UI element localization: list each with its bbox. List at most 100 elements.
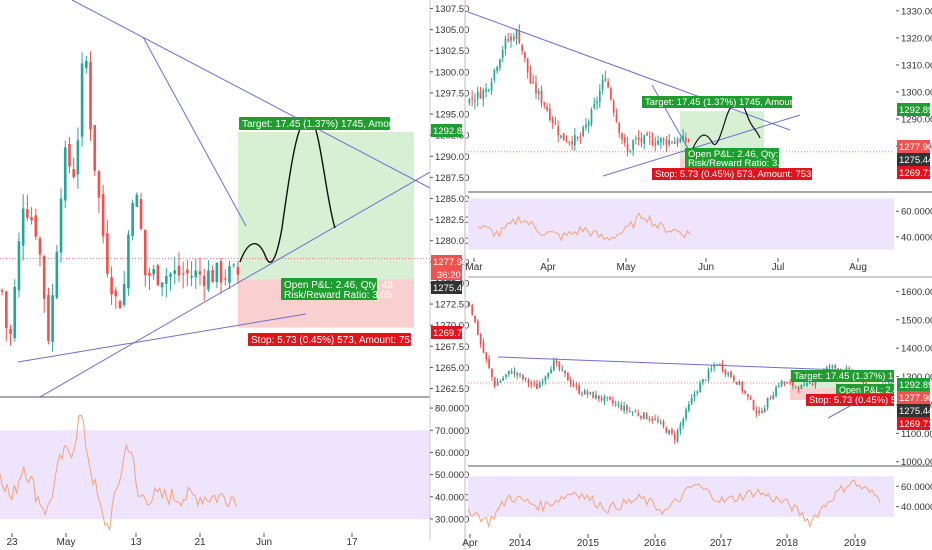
open-pnl-label-top-right: Open P&L: 2.46, Qty: 43 Risk/Reward Rati… <box>685 148 792 169</box>
candle-body <box>575 385 578 387</box>
candle-body <box>513 371 516 374</box>
candle-body <box>693 393 696 398</box>
candle-body <box>834 365 837 369</box>
candle-body <box>468 98 471 104</box>
candle-body <box>0 290 4 292</box>
tick-label: 80.0000 <box>435 404 469 415</box>
candle-body <box>637 413 640 416</box>
candle-body <box>524 51 526 59</box>
candle-body <box>713 365 716 368</box>
svg-text:Target: 17.45 (1.37%) 174: Target: 17.45 (1.37%) 174 <box>794 371 904 382</box>
candle-body <box>76 140 80 175</box>
tick-label: Jul <box>772 262 785 273</box>
candle-body <box>600 398 603 401</box>
candle-body <box>550 369 552 374</box>
candle-body <box>496 66 498 71</box>
candle-body <box>535 82 537 94</box>
candle-body <box>643 135 646 144</box>
candles-top-right <box>468 24 690 157</box>
candle-body <box>682 418 685 426</box>
target-label-bottom-right: Target: 17.45 (1.37%) 174 <box>791 370 904 382</box>
candle-body <box>131 203 134 236</box>
candle-body <box>501 49 504 59</box>
tick-label: 1280.00 <box>435 236 469 247</box>
candle-body <box>13 286 17 339</box>
candle-body <box>72 169 75 177</box>
candle-body <box>228 266 231 283</box>
time-axis-left: 23 May 13 21 Jun 17 <box>6 533 358 548</box>
rsi-axis-left: 80.0000 70.0000 60.0000 50.0000 40.0000 30.00… <box>430 404 469 525</box>
candle-body <box>718 363 721 365</box>
candle-body <box>198 271 202 275</box>
candle-body <box>143 229 147 276</box>
candle-body <box>476 91 479 100</box>
tick-label: 1290.00 <box>435 152 469 163</box>
candle-body <box>474 100 476 102</box>
candle-body <box>679 424 682 432</box>
tick-label: Apr <box>540 262 556 273</box>
candle-body <box>682 135 684 141</box>
stop-label-top-right: Stop: 5.73 (0.45%) 573, Amount: 753.61 <box>652 168 825 180</box>
tick-label: 40.0000 <box>435 492 469 503</box>
candle-body <box>232 264 235 266</box>
candle-body <box>190 276 193 278</box>
tick-label: 1600.00 <box>901 287 932 298</box>
candle-body <box>156 265 160 286</box>
candle-body <box>612 400 614 404</box>
svg-text:Open P&L: 2.46, Qty: 43: Open P&L: 2.46, Qty: 43 <box>284 280 393 291</box>
candle-body <box>732 376 735 381</box>
candle-body <box>831 365 834 368</box>
candle-body <box>724 369 727 374</box>
candle-body <box>668 430 671 435</box>
candle-body <box>485 352 488 360</box>
candle-body <box>38 238 42 255</box>
candle-body <box>97 171 101 198</box>
candle-body <box>676 139 679 144</box>
candles-left <box>0 51 240 352</box>
candle-body <box>585 124 587 128</box>
candle-body <box>654 143 657 145</box>
candle-body <box>772 395 775 400</box>
candle-body <box>792 381 794 387</box>
candle-body <box>194 270 198 278</box>
tick-label: Apr <box>462 538 478 549</box>
candle-body <box>606 396 609 398</box>
candle-body <box>507 370 510 375</box>
tick-label: 1400.00 <box>901 344 932 355</box>
tick-label: Mar <box>465 262 483 273</box>
candle-body <box>628 410 631 412</box>
tick-label: 1285.00 <box>435 194 469 205</box>
badge-entry-top-right: 1275.44 <box>897 153 932 166</box>
candle-body <box>114 290 118 297</box>
badge-target-bottom-right: 1292.89 <box>897 378 932 391</box>
candle-body <box>177 265 181 276</box>
candle-body <box>797 387 800 390</box>
tick-label: Aug <box>849 262 867 273</box>
candle-body <box>521 374 524 379</box>
candle-body <box>707 370 710 380</box>
candle-body <box>211 270 214 283</box>
candle-body <box>51 295 54 342</box>
candle-body <box>106 233 109 274</box>
candle-body <box>789 382 791 384</box>
candle-body <box>490 81 493 91</box>
open-pnl-label: Open P&L: 2.46, Qty: 43 Risk/Reward Rati… <box>281 278 393 301</box>
candle-body <box>135 194 139 207</box>
candle-body <box>169 273 172 277</box>
candle-body <box>139 198 143 229</box>
candle-body <box>626 144 629 153</box>
candle-body <box>173 270 177 274</box>
badge-target: 1292.89 <box>431 124 467 137</box>
rsi-band-bottom-right <box>468 476 894 517</box>
svg-text:Open P&L: 2.46: Open P&L: 2.46 <box>839 385 903 395</box>
tick-label: 40.0000 <box>901 232 932 243</box>
candle-body <box>738 381 741 385</box>
candle-body <box>571 141 573 145</box>
candle-body <box>110 277 113 295</box>
candle-body <box>808 382 811 384</box>
candle-body <box>30 217 33 221</box>
candle-body <box>485 88 487 92</box>
candle-body <box>512 36 515 40</box>
badge-last: 1277.90 <box>431 255 467 268</box>
candle-body <box>665 139 668 145</box>
